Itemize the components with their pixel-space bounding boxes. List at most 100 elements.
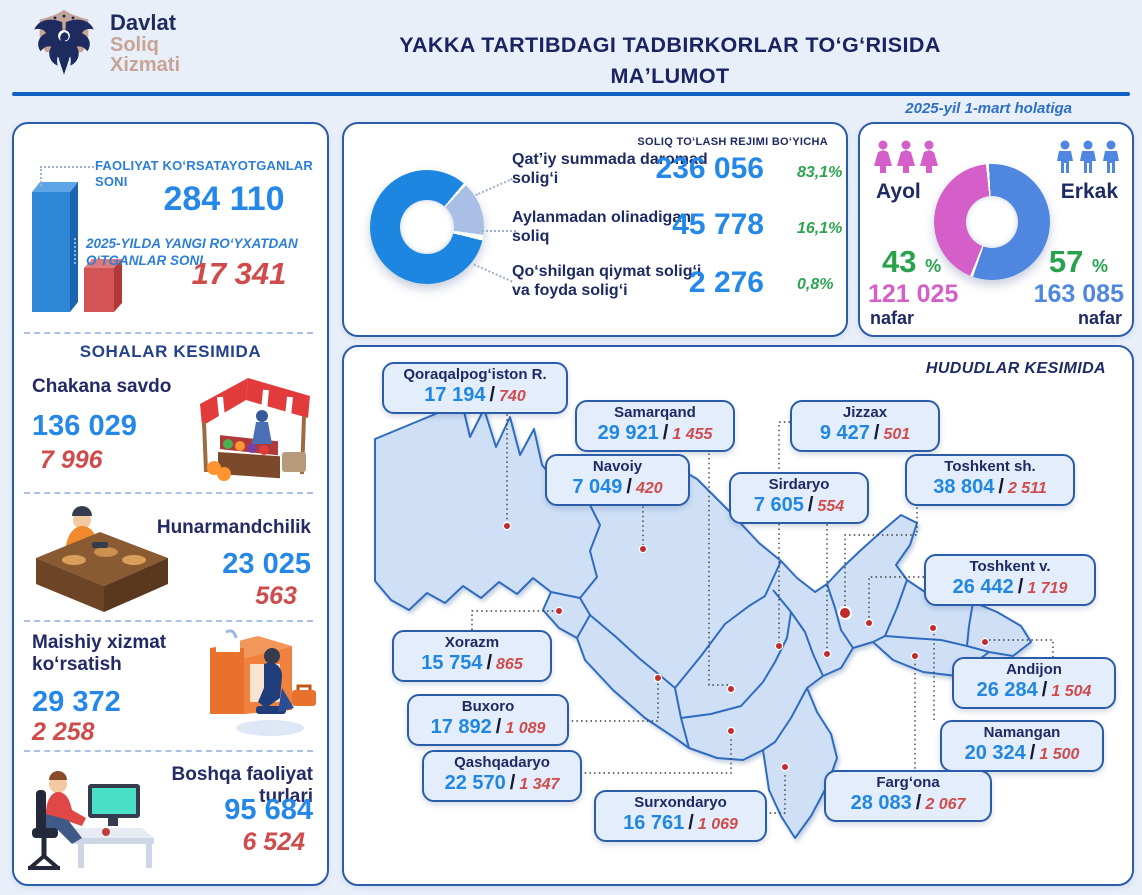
tax-item-fixed-percent: 83,1% bbox=[797, 164, 843, 181]
female-icon bbox=[897, 140, 915, 173]
male-icon bbox=[1057, 140, 1073, 173]
region-borders bbox=[550, 496, 990, 751]
region-box-surxondaryo: Surxondaryo 16 761/1 069 bbox=[594, 790, 767, 842]
sector-services-value: 29 372 bbox=[32, 686, 121, 718]
sector-other-value: 95 684 bbox=[224, 794, 313, 826]
female-count: 121 025 bbox=[868, 280, 959, 308]
tax-item-turnover-value: 45 778 bbox=[672, 208, 764, 241]
gender-donut-chart bbox=[934, 164, 1050, 280]
dot-qoraqalpogiston bbox=[502, 521, 512, 531]
region-box-sirdaryo: Sirdaryo 7 605/554 bbox=[729, 472, 869, 524]
logo-line2: Soliq bbox=[110, 33, 159, 56]
sector-services-new: 2 258 bbox=[32, 718, 95, 746]
female-unit: nafar bbox=[870, 308, 915, 328]
new-registered-value: 17 341 bbox=[191, 256, 287, 291]
sector-other-new: 6 524 bbox=[242, 828, 305, 856]
date-note: 2025-yil 1-mart holatiga bbox=[905, 100, 1072, 117]
region-box-fargona: Fargʻona 28 083/2 067 bbox=[824, 770, 992, 822]
female-percent: 43 % bbox=[882, 244, 942, 279]
sector-crafts-value: 23 025 bbox=[222, 548, 311, 580]
page-title-line2: MAʼLUMOT bbox=[610, 64, 730, 89]
bar-connector-new bbox=[74, 238, 78, 264]
tax-item-vat-value: 2 276 bbox=[688, 266, 764, 299]
female-icon bbox=[920, 140, 938, 173]
summary-sectors-panel: FAOLIYAT KOʻRSATAYOTGANLAR SONI 284 110 … bbox=[12, 122, 329, 886]
dot-fargona bbox=[910, 651, 920, 661]
donut-connector bbox=[482, 230, 516, 232]
sector-services-label: Maishiy xizmat koʻrsatish bbox=[32, 632, 167, 675]
dot-sirdaryo bbox=[822, 649, 832, 659]
eagle-emblem-icon bbox=[34, 9, 94, 75]
sector-crafts-label: Hunarmandchilik bbox=[156, 517, 311, 538]
region-box-samarqand: Samarqand 29 921/1 455 bbox=[575, 400, 735, 452]
dot-jizzax bbox=[774, 641, 784, 651]
tax-item-vat-percent: 0,8% bbox=[797, 276, 834, 293]
region-box-qoraqalpogiston: Qoraqalpogʻiston R. 17 194/740 bbox=[382, 362, 568, 414]
dot-xorazm bbox=[554, 606, 564, 616]
app-logo: Davlat Soliq Xizmati bbox=[28, 6, 180, 82]
sector-retail-label: Chakana savdo bbox=[32, 376, 172, 397]
tax-item-turnover-percent: 16,1% bbox=[797, 220, 843, 237]
dot-toshkent-sh bbox=[838, 606, 852, 620]
sector-other-label: Boshqa faoliyat turlari bbox=[171, 764, 313, 807]
region-box-buxoro: Buxoro 17 892/1 089 bbox=[407, 694, 569, 746]
dot-samarqand bbox=[726, 684, 736, 694]
logo-line3: Xizmati bbox=[110, 54, 181, 77]
new-registered-label: 2025-YILDA YANGI ROʻYXATDAN OʻTGANLAR SO… bbox=[86, 236, 298, 268]
female-icons-group bbox=[872, 140, 940, 174]
male-count: 163 085 bbox=[1033, 280, 1124, 308]
region-box-navoiy: Navoiy 7 049/420 bbox=[545, 454, 690, 506]
tax-item-fixed-value: 236 056 bbox=[655, 152, 764, 185]
regions-map-panel: HUDUDLAR KESIMIDA bbox=[342, 345, 1134, 886]
logo-text: Davlat Soliq Xizmati bbox=[110, 10, 181, 77]
region-box-toshkent-sh: Toshkent sh. 38 804/2 511 bbox=[905, 454, 1075, 506]
male-label: Erkak bbox=[1060, 180, 1118, 203]
tax-item-fixed-label: Qatʼiy summada daromad soligʻi bbox=[512, 151, 708, 188]
logo-line1: Davlat bbox=[110, 10, 177, 36]
tax-item-turnover-label: Aylanmadan olinadigan soliq bbox=[512, 209, 691, 246]
section-divider bbox=[24, 620, 313, 622]
dot-toshkent-v bbox=[864, 618, 874, 628]
craftsman-icon bbox=[36, 506, 168, 612]
tax-regime-title: SOLIQ TOʻLASH REJIMI BOʻYICHA bbox=[637, 136, 828, 148]
tax-regime-panel: SOLIQ TOʻLASH REJIMI BOʻYICHA Qatʼiy sum… bbox=[342, 122, 848, 337]
male-unit: nafar bbox=[1077, 308, 1122, 328]
sector-retail-value: 136 029 bbox=[32, 410, 137, 442]
male-icon bbox=[1080, 140, 1096, 173]
sectors-title: SOHALAR KESIMIDA bbox=[79, 342, 262, 361]
region-box-qashqadaryo: Qashqadaryo 22 570/1 347 bbox=[422, 750, 582, 802]
dot-navoiy bbox=[638, 544, 648, 554]
male-percent: 57 % bbox=[1048, 244, 1108, 279]
office-worker-icon bbox=[28, 771, 154, 870]
regions-title: HUDUDLAR KESIMIDA bbox=[925, 360, 1106, 377]
male-icon bbox=[1103, 140, 1119, 173]
sector-retail-new: 7 996 bbox=[40, 446, 103, 474]
female-icon bbox=[874, 140, 892, 173]
region-dots bbox=[502, 521, 990, 772]
section-divider bbox=[24, 492, 313, 494]
active-entrepreneurs-value: 284 110 bbox=[163, 180, 285, 218]
market-stall-icon bbox=[200, 378, 310, 481]
header-divider bbox=[12, 92, 1130, 96]
sector-crafts-new: 563 bbox=[255, 582, 297, 610]
region-box-xorazm: Xorazm 15 754/865 bbox=[392, 630, 552, 682]
bar-connector-active bbox=[40, 166, 94, 186]
dot-buxoro bbox=[653, 673, 663, 683]
section-divider bbox=[24, 750, 313, 752]
tax-regime-donut-chart bbox=[370, 170, 484, 284]
dot-andijon bbox=[980, 637, 990, 647]
female-label: Ayol bbox=[876, 180, 921, 203]
region-box-jizzax: Jizzax 9 427/501 bbox=[790, 400, 940, 452]
donut-connector bbox=[473, 263, 513, 283]
gender-panel: Ayol Erkak 43 % 57 % 121 025 163 085 naf… bbox=[858, 122, 1134, 337]
region-box-andijon: Andijon 26 284/1 504 bbox=[952, 657, 1116, 709]
map-connectors bbox=[471, 405, 1054, 814]
dot-qashqadaryo bbox=[726, 726, 736, 736]
dot-surxondaryo bbox=[780, 762, 790, 772]
active-entrepreneurs-label: FAOLIYAT KOʻRSATAYOTGANLAR SONI bbox=[95, 158, 314, 190]
region-box-toshkent-v: Toshkent v. 26 442/1 719 bbox=[924, 554, 1096, 606]
dot-namangan bbox=[928, 623, 938, 633]
donut-connector bbox=[475, 177, 513, 197]
page-title: YAKKA TARTIBDAGI TADBIRKORLAR TOʻGʻRISID… bbox=[240, 30, 1100, 92]
male-icons-group bbox=[1054, 140, 1122, 174]
